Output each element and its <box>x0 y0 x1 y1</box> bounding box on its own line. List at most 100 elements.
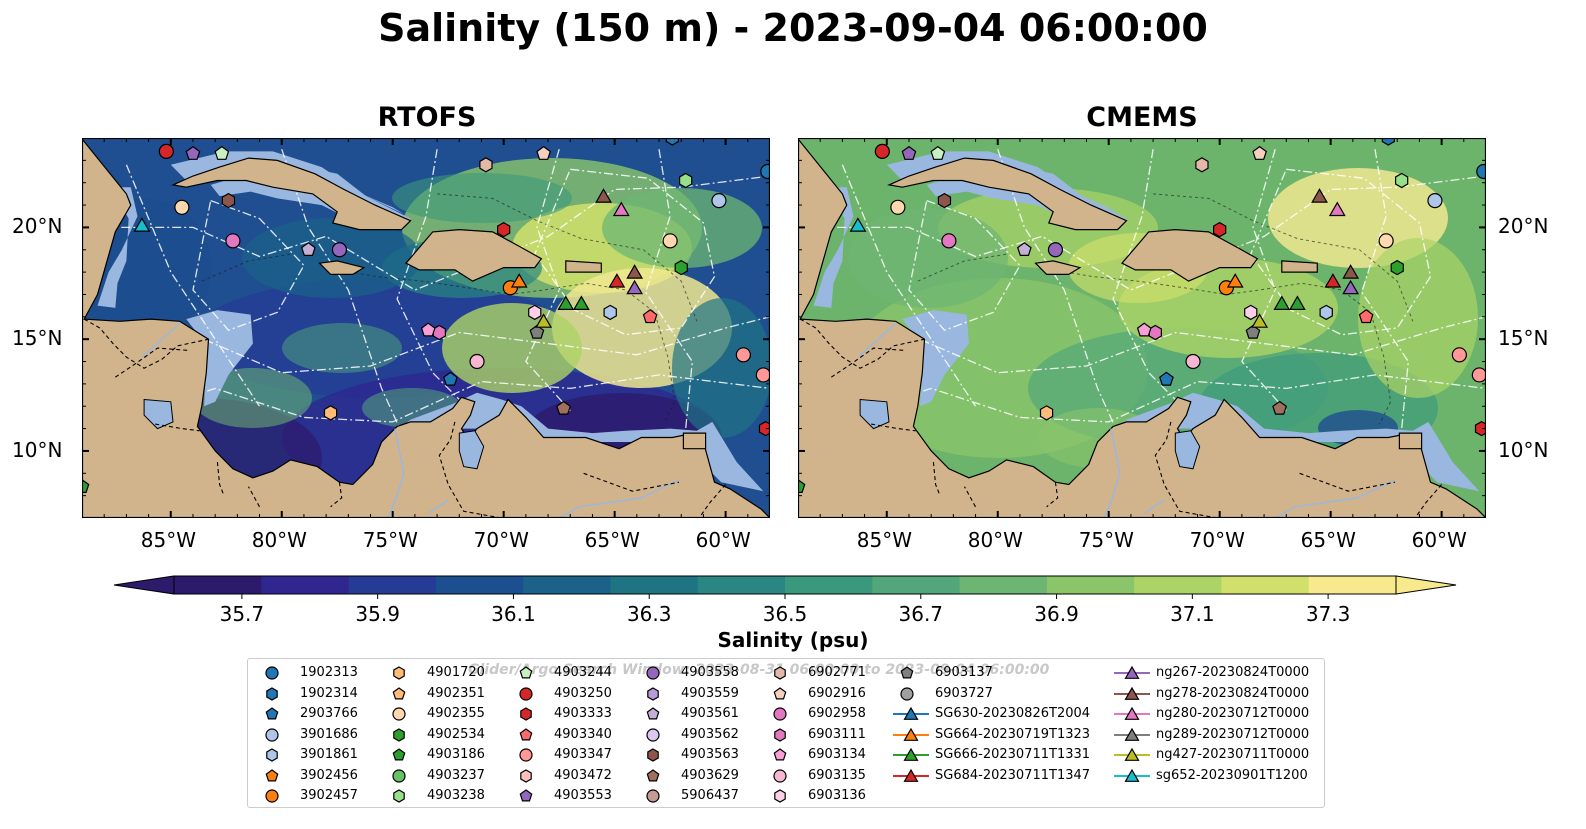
glider-ng280-20230712T0000[interactable] <box>612 201 630 217</box>
float-6903134[interactable] <box>420 322 436 337</box>
legend-float-marker[interactable] <box>265 707 279 720</box>
float-6902771[interactable] <box>1195 157 1209 173</box>
glider-SG666-20230711T1331[interactable] <box>1288 295 1306 310</box>
float-1902314[interactable] <box>665 138 680 146</box>
legend-float-marker[interactable] <box>773 768 787 783</box>
float-4901720[interactable] <box>323 405 338 421</box>
float-4903238[interactable] <box>1394 172 1409 189</box>
legend-float-marker[interactable] <box>646 727 660 742</box>
float-4903333[interactable] <box>1474 420 1487 437</box>
legend-float-marker[interactable] <box>646 666 660 680</box>
float-6902958[interactable] <box>225 233 241 249</box>
legend-float-marker[interactable] <box>647 686 659 701</box>
glider-ng427-20230711T0000[interactable] <box>1251 313 1269 328</box>
glider-SG666-20230711T1331[interactable] <box>572 295 590 310</box>
float-6902916[interactable] <box>536 145 552 160</box>
legend-float-marker[interactable] <box>647 748 659 762</box>
legend-float-marker[interactable] <box>774 789 786 803</box>
float-6903134[interactable] <box>1136 322 1152 337</box>
float-2903766[interactable] <box>1159 371 1174 386</box>
float-4903347[interactable] <box>1471 367 1486 383</box>
float-6903137[interactable] <box>1245 324 1261 339</box>
legend-glider-marker[interactable] <box>1124 727 1140 741</box>
float-4902355[interactable] <box>174 199 190 215</box>
float-6902771[interactable] <box>479 157 493 173</box>
float-3901686[interactable] <box>711 192 727 209</box>
float-3901686[interactable] <box>1427 192 1443 209</box>
float-6903136[interactable] <box>528 304 542 321</box>
float-4903629[interactable] <box>556 400 572 415</box>
float-4903347[interactable] <box>755 367 770 383</box>
glider-ng427-20230711T0000[interactable] <box>535 313 553 328</box>
glider-SG684-20230711T1347[interactable] <box>1324 273 1342 288</box>
float-4902534[interactable] <box>1390 259 1404 276</box>
float-4902355[interactable] <box>662 233 678 249</box>
float-4902355[interactable] <box>1378 233 1394 249</box>
float-4903347[interactable] <box>735 347 751 363</box>
legend-float-marker[interactable] <box>519 748 533 762</box>
legend-glider-marker[interactable] <box>903 768 919 782</box>
glider-ng278-20230824T0000[interactable] <box>626 264 644 279</box>
legend-float-marker[interactable] <box>520 768 532 783</box>
float-4903250[interactable] <box>158 143 174 160</box>
float-4903561[interactable] <box>1016 242 1032 257</box>
float-4903244[interactable] <box>930 145 946 160</box>
legend-glider-marker[interactable] <box>1124 706 1140 720</box>
glider-SG666-20230711T1331[interactable] <box>557 295 575 310</box>
glider-SG664-20230719T1323[interactable] <box>510 273 528 288</box>
legend-float-marker[interactable] <box>900 666 914 679</box>
legend-float-marker[interactable] <box>392 686 406 699</box>
glider-ng267-20230824T0000[interactable] <box>1342 279 1360 295</box>
glider-SG684-20230711T1347[interactable] <box>608 273 626 288</box>
float-1902314[interactable] <box>1381 138 1396 146</box>
float-4903561[interactable] <box>300 242 316 257</box>
legend-float-marker[interactable] <box>519 789 533 802</box>
float-4903553[interactable] <box>185 145 201 160</box>
legend-float-marker[interactable] <box>646 768 660 781</box>
legend-float-marker[interactable] <box>774 727 786 742</box>
legend-float-marker[interactable] <box>520 707 532 721</box>
legend-float-marker[interactable] <box>265 789 279 803</box>
glider-sg652-20230901T1200[interactable] <box>849 217 867 232</box>
glider-ng278-20230824T0000[interactable] <box>595 188 612 203</box>
map-panel-rtofs[interactable] <box>82 138 770 518</box>
legend-glider-marker[interactable] <box>1124 747 1140 761</box>
legend-glider-marker[interactable] <box>1124 665 1140 679</box>
legend-float-marker[interactable] <box>519 686 533 701</box>
float-4903186[interactable] <box>82 478 90 493</box>
float-1902313[interactable] <box>760 163 770 180</box>
glider-ng280-20230712T0000[interactable] <box>1328 201 1346 217</box>
legend-float-marker[interactable] <box>393 727 405 742</box>
float-2903766[interactable] <box>443 371 458 386</box>
glider-ng278-20230824T0000[interactable] <box>1311 188 1328 203</box>
float-4902534[interactable] <box>674 259 688 276</box>
float-4903553[interactable] <box>901 145 917 160</box>
legend-float-marker[interactable] <box>393 789 405 803</box>
float-4903244[interactable] <box>214 145 230 160</box>
legend-float-marker[interactable] <box>392 768 406 783</box>
legend-glider-marker[interactable] <box>1124 768 1140 782</box>
legend-glider-marker[interactable] <box>903 706 919 720</box>
legend-float-marker[interactable] <box>519 666 533 679</box>
float-4903563[interactable] <box>221 192 236 209</box>
float-4903333[interactable] <box>758 420 771 437</box>
float-6902916[interactable] <box>1252 145 1268 160</box>
legend-glider-marker[interactable] <box>903 727 919 741</box>
glider-SG666-20230711T1331[interactable] <box>1273 295 1291 310</box>
float-4903558[interactable] <box>1047 242 1064 258</box>
float-6903135[interactable] <box>469 353 485 370</box>
float-4903558[interactable] <box>331 242 348 258</box>
float-4903333[interactable] <box>497 221 511 238</box>
float-3901861[interactable] <box>1319 304 1333 321</box>
legend-float-marker[interactable] <box>646 789 660 803</box>
float-4901720[interactable] <box>1039 405 1054 421</box>
legend-float-marker[interactable] <box>773 686 787 699</box>
legend-float-marker[interactable] <box>266 686 278 701</box>
legend-float-marker[interactable] <box>265 768 279 781</box>
float-4903563[interactable] <box>937 192 952 209</box>
float-6903135[interactable] <box>1185 353 1201 370</box>
float-3901861[interactable] <box>603 304 617 321</box>
legend-glider-marker[interactable] <box>1124 686 1140 700</box>
float-6902958[interactable] <box>941 233 957 249</box>
glider-sg652-20230901T1200[interactable] <box>133 217 151 232</box>
